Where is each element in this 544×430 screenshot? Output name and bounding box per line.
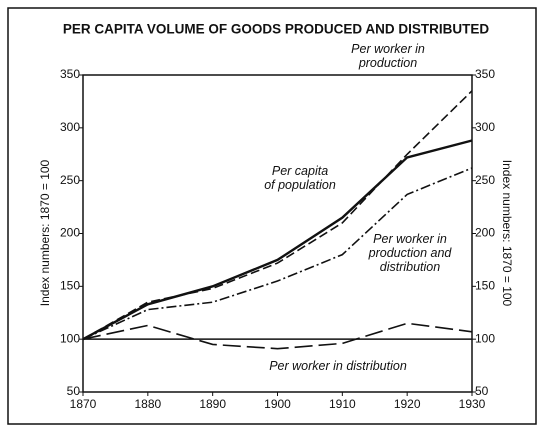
y2-tick-label: 300 xyxy=(475,120,495,134)
chart-title: PER CAPITA VOLUME OF GOODS PRODUCED AND … xyxy=(63,22,490,37)
x-tick-label: 1930 xyxy=(459,397,486,411)
x-tick-label: 1910 xyxy=(329,397,356,411)
series-label: Per worker in distribution xyxy=(269,359,407,373)
x-tick-label: 1880 xyxy=(134,397,161,411)
x-tick-label: 1900 xyxy=(264,397,291,411)
frame xyxy=(7,7,537,425)
y2-tick-label: 350 xyxy=(475,67,495,81)
x-tick-label: 1890 xyxy=(199,397,226,411)
series-line xyxy=(82,167,473,340)
y2-axis-label: Index numbers: 1870 = 100 xyxy=(500,160,514,307)
y2-tick-label: 250 xyxy=(475,173,495,187)
y-tick-label: 50 xyxy=(67,384,81,398)
y2-tick-label: 100 xyxy=(475,331,495,345)
series-line xyxy=(82,90,473,340)
series-label: Per capita of population xyxy=(264,164,336,192)
y-tick-label: 300 xyxy=(60,120,80,134)
y-axis-label: Index numbers: 1870 = 100 xyxy=(38,159,52,306)
x-tick-label: 1920 xyxy=(394,397,421,411)
series-line xyxy=(82,139,473,341)
y-tick-label: 350 xyxy=(60,67,80,81)
series-label: Per worker in production and distribution xyxy=(368,232,453,274)
y2-tick-label: 200 xyxy=(475,226,495,240)
x-tick-label: 1870 xyxy=(70,397,97,411)
y-tick-label: 250 xyxy=(60,173,80,187)
y2-tick-label: 50 xyxy=(475,384,489,398)
y-tick-label: 200 xyxy=(60,226,80,240)
y-tick-label: 150 xyxy=(60,279,80,293)
y-tick-label: 100 xyxy=(60,331,80,345)
y2-tick-label: 150 xyxy=(475,279,495,293)
series-line xyxy=(82,322,473,350)
series-label: Per worker in production xyxy=(351,42,425,70)
